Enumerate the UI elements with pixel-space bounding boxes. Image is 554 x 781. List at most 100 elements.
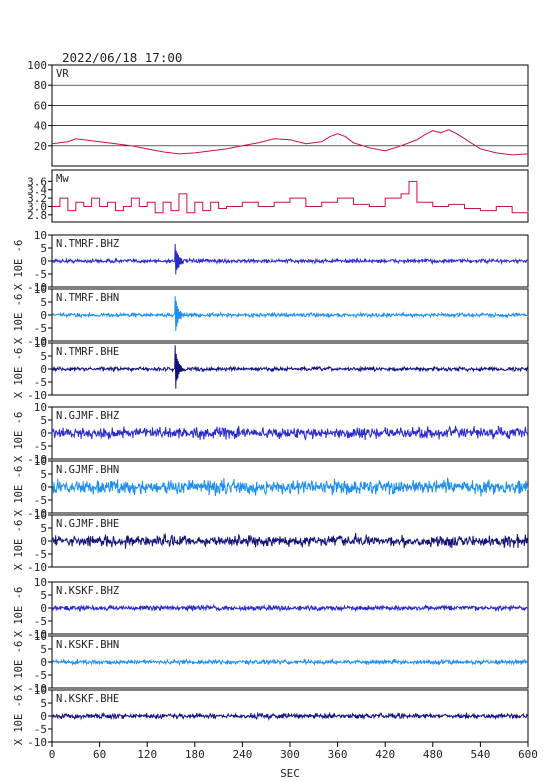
y-axis-unit-label: X 10E -6: [13, 412, 25, 463]
y-tick-label: 10: [34, 283, 47, 296]
y-tick-label: 0: [40, 481, 47, 494]
y-tick-label: 0: [40, 535, 47, 548]
y-tick-label: 2.8: [27, 209, 47, 222]
y-tick-label: 3.4: [27, 184, 47, 197]
y-tick-label: 60: [34, 99, 47, 112]
y-tick-label: 5: [40, 522, 47, 535]
series-line: [51, 477, 529, 497]
series-line: [51, 243, 529, 275]
panel-label: N.KSKF.BHN: [56, 639, 119, 651]
x-tick-label: 360: [328, 748, 348, 761]
y-tick-label: 80: [34, 79, 47, 92]
y-tick-label: -5: [34, 440, 47, 453]
panel-label: N.GJMF.BHN: [56, 464, 119, 476]
y-tick-label: 10: [34, 337, 47, 350]
y-tick-label: 10: [34, 229, 47, 242]
panel-mw: 2.83.03.23.43.6 Mw: [27, 169, 529, 223]
panel-vr: 20 40 60 80 100 VR: [27, 59, 529, 167]
x-axis: 0 60 120 180 240 300 360 420 480 540 600: [49, 742, 538, 761]
y-tick-label: -10: [27, 561, 47, 574]
y-tick-label: -10: [27, 389, 47, 402]
y-tick-label: -10: [27, 507, 47, 520]
panel-label: Mw: [56, 173, 69, 185]
series-line: [51, 129, 529, 156]
y-tick-label: 40: [34, 120, 47, 133]
y-tick-label: -10: [27, 736, 47, 749]
panel-label: N.KSKF.BHE: [56, 693, 119, 705]
y-tick-label: 5: [40, 296, 47, 309]
y-tick-label: 5: [40, 697, 47, 710]
y-tick-label: 10: [34, 576, 47, 589]
y-tick-label: 0: [40, 656, 47, 669]
y-tick-label: -5: [34, 322, 47, 335]
y-tick-label: 10: [34, 401, 47, 414]
panel-label: N.TMRF.BHE: [56, 346, 119, 358]
x-tick-label: 120: [137, 748, 157, 761]
y-axis-unit-label: X 10E -6: [13, 240, 25, 291]
y-tick-label: 0: [40, 710, 47, 723]
x-tick-label: 0: [49, 748, 56, 761]
x-tick-label: 180: [185, 748, 205, 761]
y-tick-label: 0: [40, 309, 47, 322]
series-line: [51, 533, 529, 549]
panel-label: N.TMRF.BHN: [56, 292, 119, 304]
y-tick-label: -10: [27, 453, 47, 466]
series-line: [51, 296, 529, 332]
series-line: [51, 603, 529, 613]
y-tick-label: -10: [27, 628, 47, 641]
y-tick-label: 10: [34, 630, 47, 643]
y-tick-label: 10: [34, 509, 47, 522]
y-tick-label: -5: [34, 494, 47, 507]
timestamp-title: 2022/06/18 17:00: [62, 50, 182, 65]
y-tick-label: 5: [40, 643, 47, 656]
y-tick-label: -5: [34, 376, 47, 389]
y-tick-label: 10: [34, 455, 47, 468]
y-axis-unit-label: X 10E -6: [13, 695, 25, 746]
y-tick-label: 100: [27, 59, 47, 72]
x-tick-label: 600: [518, 748, 538, 761]
y-tick-label: -10: [27, 335, 47, 348]
x-tick-label: 60: [93, 748, 106, 761]
panel-label: N.GJMF.BHE: [56, 518, 119, 530]
series-line: [51, 425, 529, 441]
panel-label: N.KSKF.BHZ: [56, 585, 119, 597]
y-tick-label: -5: [34, 615, 47, 628]
panel-label: VR: [56, 68, 69, 80]
panel-frame: [51, 169, 529, 223]
y-tick-label: 3.0: [27, 200, 47, 213]
y-tick-label: -5: [34, 669, 47, 682]
x-axis-label: SEC: [280, 767, 300, 780]
y-axis-unit-label: X 10E -6: [13, 294, 25, 345]
y-tick-label: -5: [34, 548, 47, 561]
y-tick-label: -5: [34, 268, 47, 281]
y-tick-label: -5: [34, 723, 47, 736]
y-axis-unit-label: X 10E -6: [13, 520, 25, 571]
series-line: [51, 657, 529, 667]
y-tick-label: 3.2: [27, 192, 47, 205]
x-tick-label: 240: [232, 748, 252, 761]
y-tick-label: -10: [27, 682, 47, 695]
y-tick-label: 0: [40, 363, 47, 376]
y-axis-unit-label: X 10E -6: [13, 587, 25, 638]
y-tick-label: -10: [27, 281, 47, 294]
series-line: [51, 345, 529, 389]
y-tick-label: 20: [34, 140, 47, 153]
y-tick-label: 5: [40, 350, 47, 363]
y-tick-label: 3.6: [27, 175, 47, 188]
x-tick-label: 480: [423, 748, 443, 761]
panel-label: N.TMRF.BHZ: [56, 238, 119, 250]
y-tick-label: 5: [40, 468, 47, 481]
y-tick-label: 5: [40, 589, 47, 602]
y-tick-label: 5: [40, 414, 47, 427]
